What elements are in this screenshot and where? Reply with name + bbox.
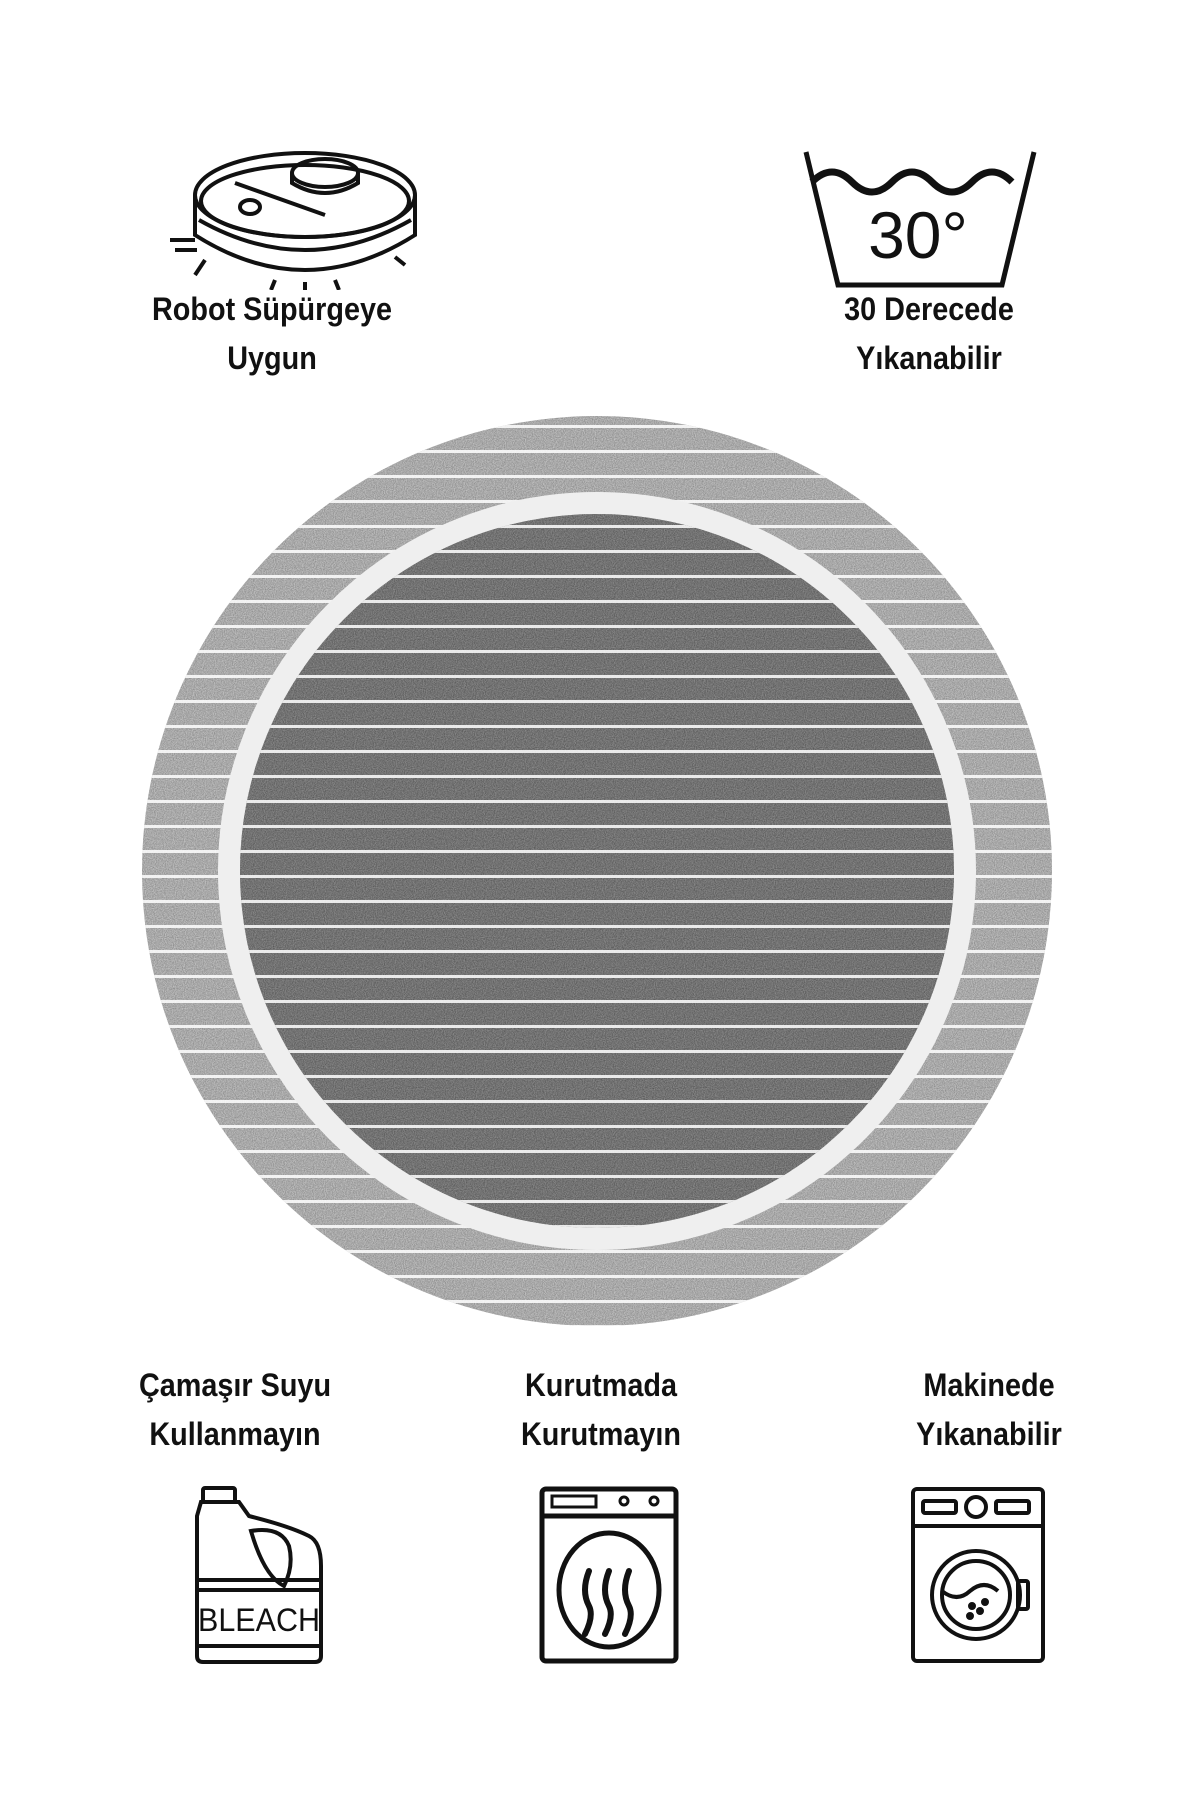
bleach-label: Çamaşır Suyu Kullanmayın — [55, 1361, 415, 1459]
bleach-label-line1: Çamaşır Suyu — [138, 1367, 332, 1403]
bleach-text: BLEACH — [198, 1602, 320, 1638]
round-rug-image — [142, 416, 1052, 1326]
machine-label-line2: Yıkanabilir — [916, 1416, 1062, 1452]
dryer-label: Kurutmada Kurutmayın — [421, 1361, 781, 1459]
bleach-bottle-icon: BLEACH — [193, 1486, 328, 1669]
machine-label: Makinede Yıkanabilir — [809, 1361, 1169, 1459]
wash30-label: 30 Derecede Yıkanabilir — [749, 285, 1109, 383]
robot-label: Robot Süpürgeye Uygun — [92, 285, 452, 383]
wash30-label-line2: Yıkanabilir — [856, 340, 1002, 376]
wash30-label-line1: 30 Derecede — [844, 291, 1014, 327]
wash-30-icon: 30° — [800, 150, 1040, 295]
dryer-label-line2: Kurutmayın — [520, 1416, 682, 1452]
bleach-label-line2: Kullanmayın — [149, 1416, 321, 1452]
robot-label-line2: Uygun — [227, 340, 317, 376]
washing-machine-icon — [910, 1486, 1050, 1669]
robot-vacuum-icon — [165, 145, 430, 295]
machine-label-line1: Makinede — [923, 1367, 1055, 1403]
tumble-dryer-icon — [539, 1486, 679, 1669]
robot-label-line1: Robot Süpürgeye — [151, 291, 392, 327]
temperature-text: 30° — [868, 198, 968, 272]
dryer-label-line1: Kurutmada — [524, 1367, 678, 1403]
